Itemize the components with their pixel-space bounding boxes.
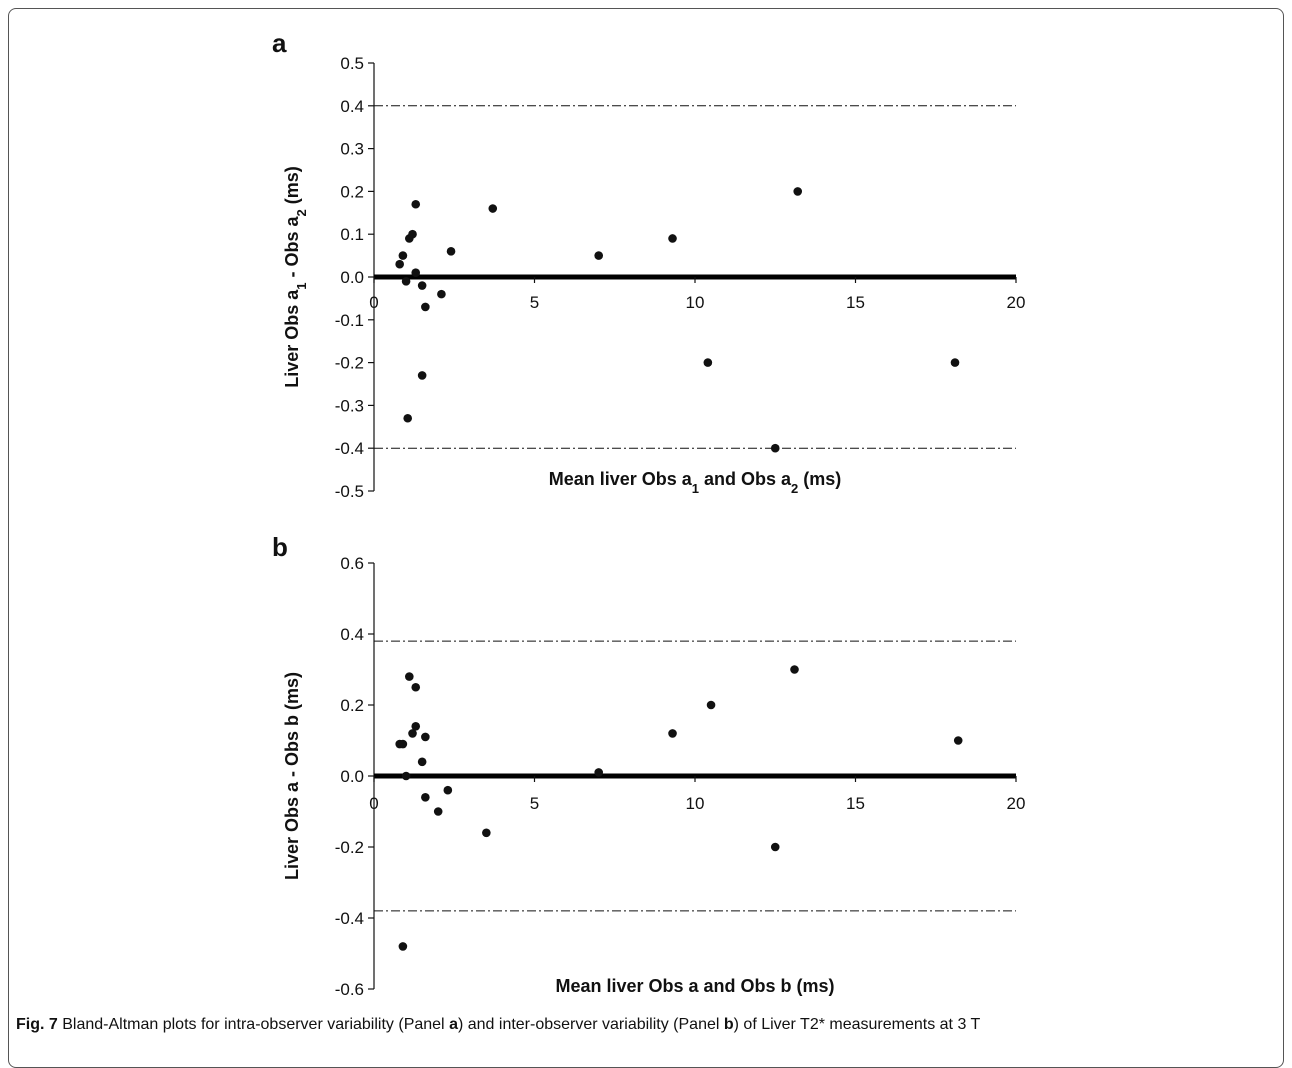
x-tick-label: 10	[686, 293, 705, 312]
y-tick-label: -0.2	[335, 838, 364, 857]
data-point	[443, 785, 453, 795]
data-point	[408, 729, 417, 738]
y-tick-label: -0.4	[335, 909, 364, 928]
caption-text-2: ) and inter-observer variability (Panel	[457, 1016, 724, 1033]
data-point	[668, 729, 677, 738]
y-tick-label: -0.6	[335, 980, 364, 999]
data-point	[594, 251, 603, 260]
data-point	[403, 413, 413, 423]
y-tick-label: 0.4	[340, 97, 364, 116]
data-point	[408, 229, 417, 239]
x-axis-title: Mean liver Obs a1 and Obs a2 (ms)	[549, 469, 842, 496]
caption-panel-b: b	[723, 1016, 734, 1033]
caption-fig-label: Fig. 7	[16, 1016, 58, 1033]
y-tick-label: 0.6	[340, 554, 364, 573]
y-tick-label: 0.3	[340, 140, 364, 159]
data-point	[437, 289, 446, 299]
data-point	[401, 276, 411, 286]
caption-panel-a: a	[449, 1016, 458, 1033]
x-tick-label: 20	[1007, 794, 1026, 813]
data-point	[417, 757, 427, 767]
data-point	[405, 672, 414, 681]
data-point	[488, 204, 498, 213]
data-point	[703, 358, 713, 367]
data-point	[793, 187, 803, 196]
y-tick-label: 0.0	[340, 767, 364, 786]
data-point	[953, 736, 963, 745]
data-point	[446, 247, 456, 256]
y-tick-label: -0.5	[335, 482, 364, 501]
data-point	[411, 722, 421, 731]
figure-caption: Fig. 7 Bland-Altman plots for intra-obse…	[16, 1016, 1276, 1034]
panel-a-chart: a 0.5 0.4 0.3 0.2 0.1 0.0 -0.1 -0.2 -0.3 -0.4 -0.5 0…	[272, 28, 1025, 501]
y-axis-title: Liver Obs a - Obs b (ms)	[282, 672, 302, 880]
data-point	[594, 768, 603, 777]
data-point	[395, 259, 404, 269]
data-point	[417, 371, 427, 380]
data-point	[433, 807, 443, 816]
caption-text-1: Bland-Altman plots for intra-observer va…	[57, 1016, 450, 1033]
data-point	[417, 281, 427, 290]
data-point	[482, 828, 491, 838]
x-tick-label: 0	[369, 293, 378, 312]
data-point	[411, 268, 421, 278]
y-tick-label: 0.2	[340, 696, 364, 715]
x-tick-label: 5	[530, 293, 539, 312]
data-point	[668, 234, 677, 243]
data-point	[950, 358, 960, 367]
data-point	[398, 942, 408, 951]
data-point	[411, 199, 421, 209]
data-point	[770, 443, 780, 453]
data-point	[401, 771, 411, 781]
data-point	[421, 732, 430, 742]
panel-label-b: b	[272, 532, 288, 562]
y-tick-label: 0.4	[340, 625, 364, 644]
y-tick-label: 0.2	[340, 182, 364, 201]
y-tick-label: -0.2	[335, 354, 364, 373]
panel-b-chart: b 0.6 0.4 0.2 0.0 -0.2 -0.4 -0.6 0 5 10 15 20 Mean li…	[272, 532, 1025, 999]
y-axis-title: Liver Obs a1 - Obs a2 (ms)	[282, 166, 309, 388]
y-tick-label: -0.1	[335, 311, 364, 330]
data-point	[770, 842, 780, 852]
x-tick-label: 20	[1007, 293, 1026, 312]
data-point	[421, 793, 430, 802]
x-tick-label: 0	[369, 794, 378, 813]
figure-canvas: a 0.5 0.4 0.3 0.2 0.1 0.0 -0.1 -0.2 -0.3 -0.4 -0.5 0…	[272, 28, 1025, 999]
panel-label-a: a	[272, 28, 287, 58]
x-tick-label: 15	[846, 794, 865, 813]
data-point	[398, 251, 408, 260]
y-tick-label: -0.4	[335, 439, 364, 458]
data-point	[421, 302, 430, 312]
x-tick-label: 15	[846, 293, 865, 312]
y-tick-label: 0.5	[340, 54, 364, 73]
data-point	[706, 700, 716, 710]
caption-text-3: ) of Liver T2* measurements at 3 T	[733, 1016, 981, 1033]
y-tick-label: -0.3	[335, 396, 364, 415]
x-axis-title: Mean liver Obs a and Obs b (ms)	[555, 976, 834, 996]
y-tick-label: 0.1	[340, 225, 364, 244]
x-tick-label: 10	[686, 794, 705, 813]
data-point	[411, 682, 421, 692]
y-tick-label: 0.0	[340, 268, 364, 287]
data-point	[790, 665, 799, 674]
x-tick-label: 5	[530, 794, 539, 813]
data-point	[398, 739, 408, 749]
